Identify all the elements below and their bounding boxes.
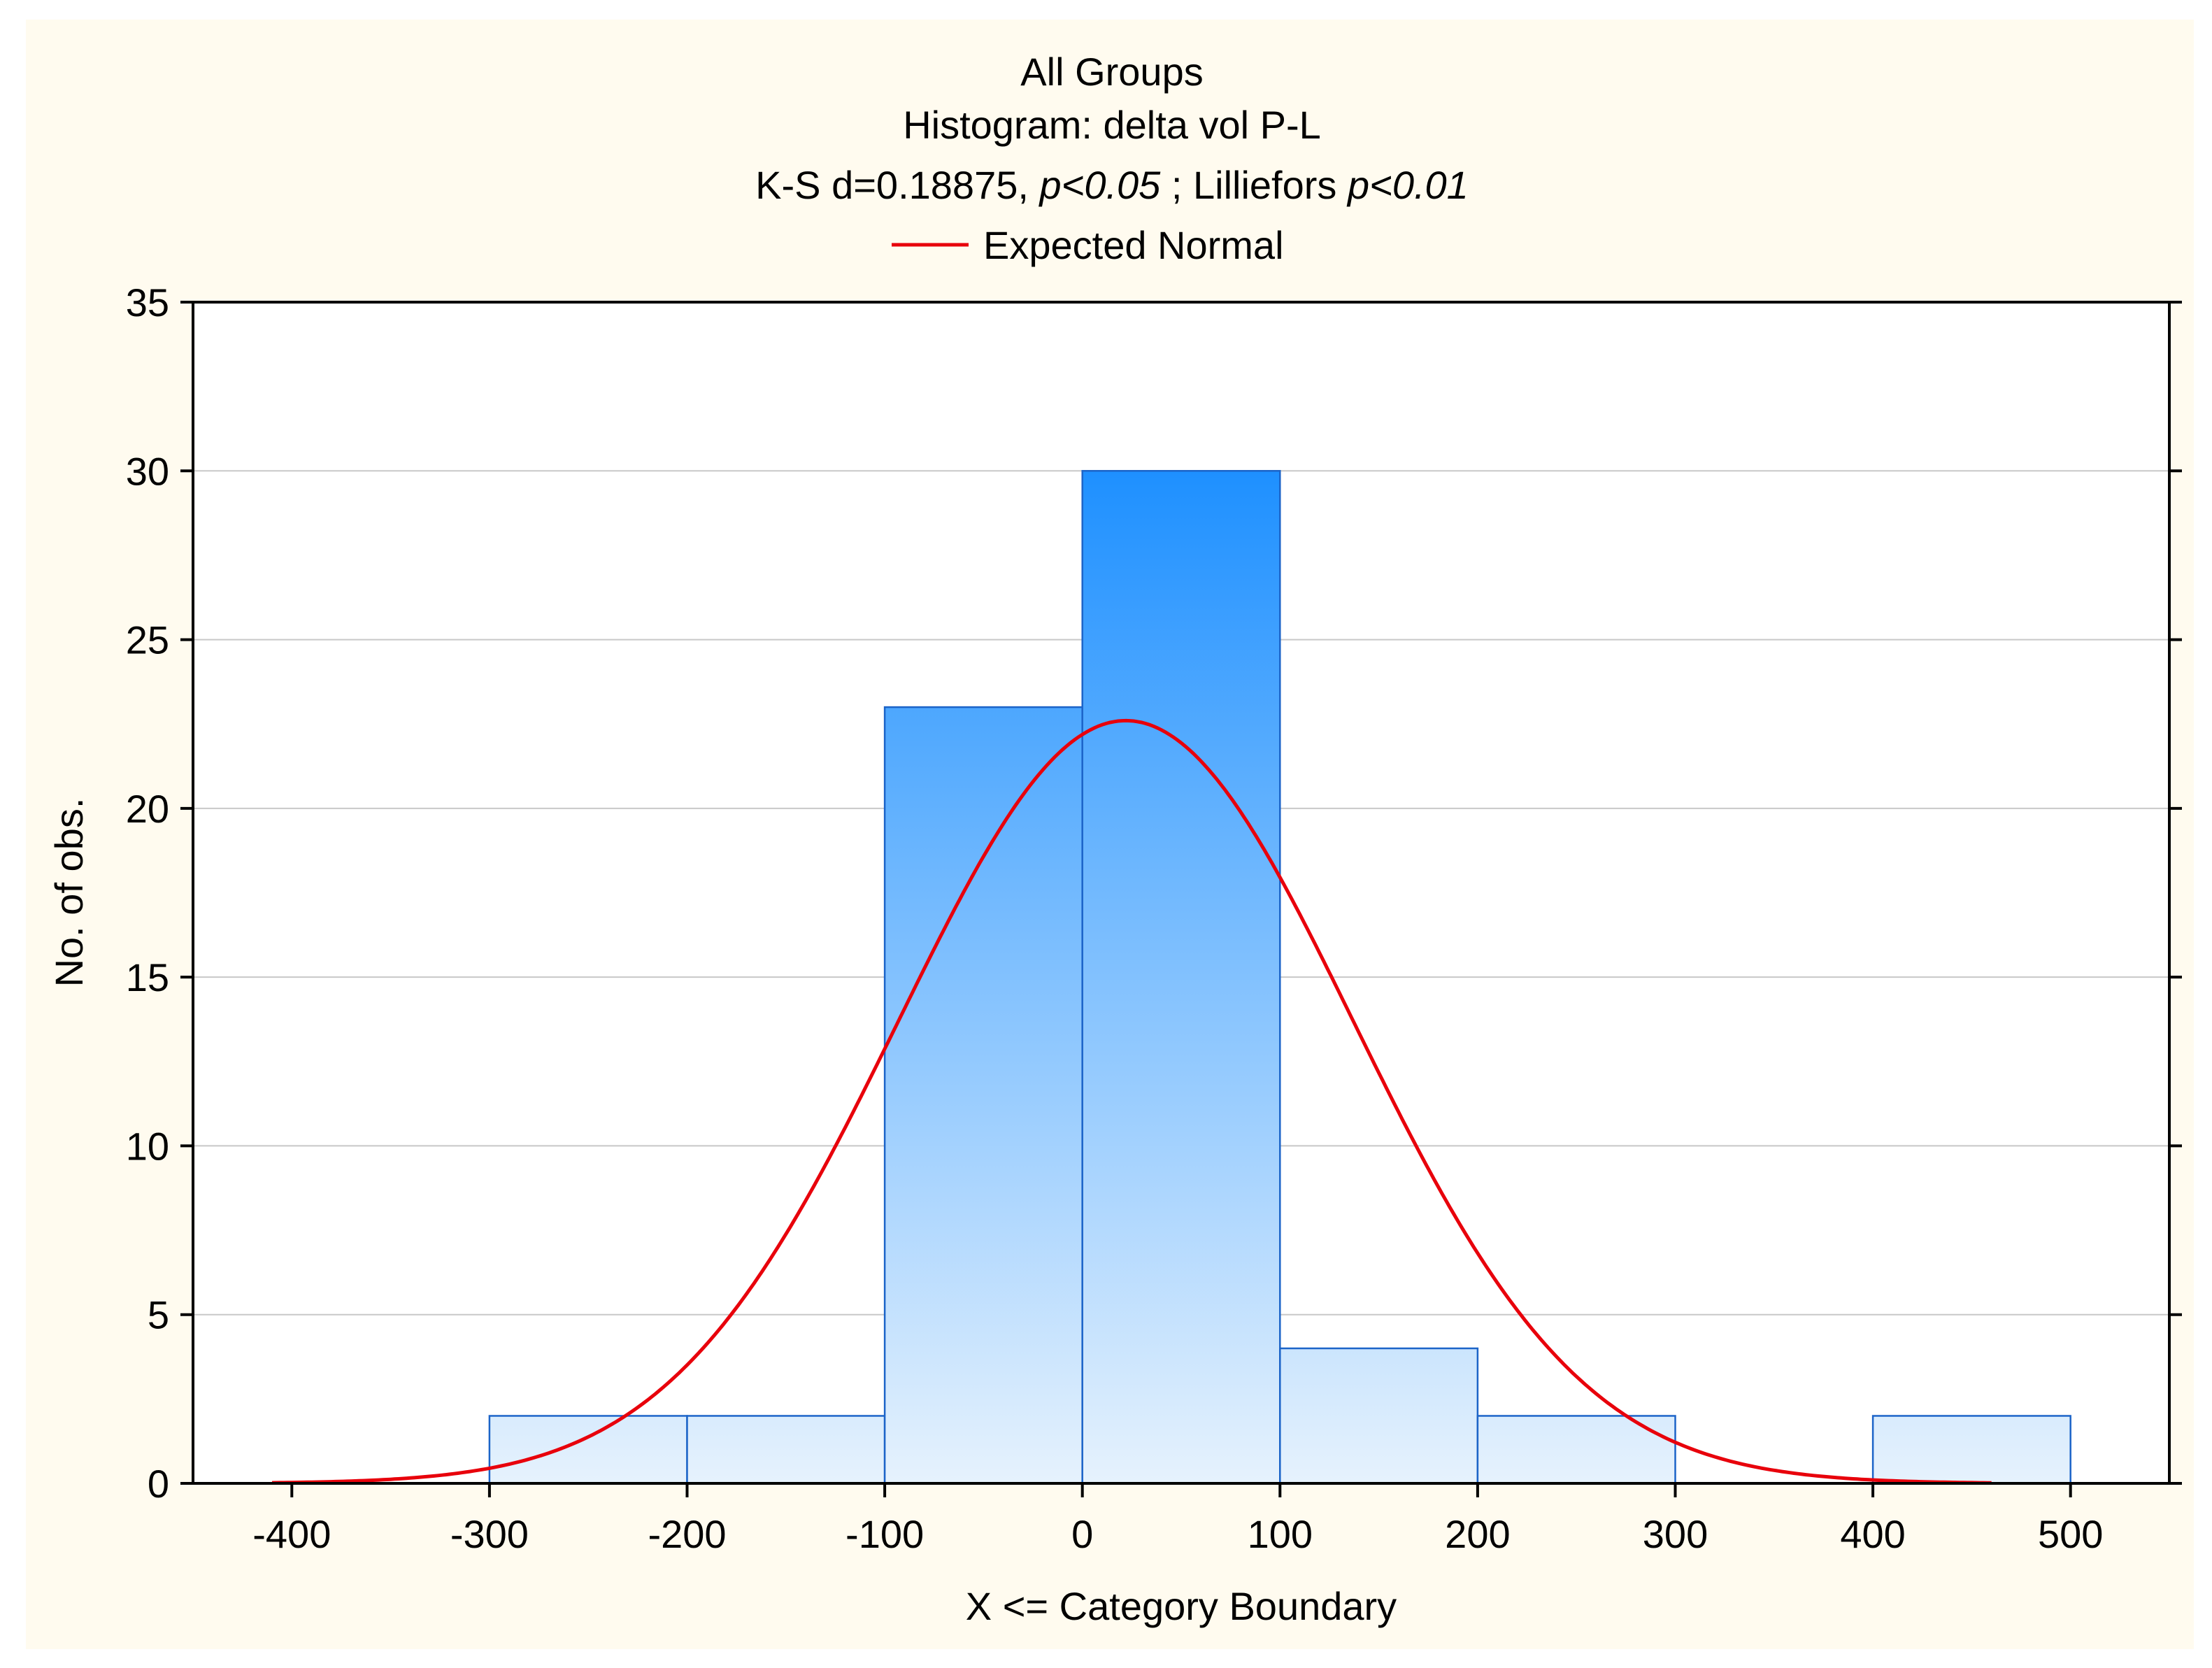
- x-axis-label: X <= Category Boundary: [966, 1584, 1397, 1628]
- histogram-bar: [686, 1415, 886, 1485]
- chart-title: All Groups Histogram: delta vol P-L K-S …: [755, 50, 1469, 207]
- y-tick-label: 35: [126, 280, 169, 325]
- x-tick-label: 200: [1445, 1512, 1510, 1556]
- title-line-1: All Groups: [1020, 50, 1203, 94]
- histogram-bar: [1081, 470, 1281, 1485]
- y-axis-label: No. of obs.: [47, 798, 91, 988]
- y-tick-label: 20: [126, 787, 169, 831]
- histogram-bar: [883, 706, 1083, 1485]
- legend: Expected Normal: [892, 223, 1284, 267]
- plot-frame: [192, 301, 2171, 1485]
- y-tick-label: 5: [148, 1293, 169, 1337]
- lilliefors-label: ; Lilliefors: [1160, 163, 1348, 207]
- axis-ticks: 0 5 10 15 20 25 30 35 -400 -300 -200 -100 0 100 200 300…: [126, 280, 2182, 1556]
- x-tick-label: -400: [252, 1512, 331, 1556]
- legend-label: Expected Normal: [983, 223, 1284, 267]
- x-tick-label: 300: [1643, 1512, 1708, 1556]
- y-tick-label: 25: [126, 618, 169, 662]
- histogram-bar: [488, 1415, 688, 1485]
- expected-normal-curve: [271, 718, 1992, 1485]
- x-tick-label: -100: [845, 1512, 924, 1556]
- y-tick-label: 0: [148, 1462, 169, 1506]
- ks-p-value: p<0.05: [1038, 163, 1161, 207]
- stats-line: K-S d=0.18875, p<0.05 ; Lilliefors p<0.0…: [755, 163, 1469, 207]
- histogram-bar: [1279, 1347, 1479, 1485]
- ks-stat: K-S d=0.18875,: [755, 163, 1039, 207]
- x-tick-label: 100: [1248, 1512, 1313, 1556]
- bars: [488, 470, 2071, 1485]
- histogram-bar: [1871, 1415, 2071, 1485]
- x-tick-label: -200: [648, 1512, 726, 1556]
- x-tick-label: -300: [450, 1512, 529, 1556]
- x-tick-label: 0: [1071, 1512, 1093, 1556]
- title-line-2: Histogram: delta vol P-L: [903, 103, 1321, 147]
- lilliefors-p-value: p<0.01: [1346, 163, 1469, 207]
- y-tick-label: 10: [126, 1124, 169, 1168]
- y-tick-label: 30: [126, 449, 169, 493]
- x-tick-label: 400: [1840, 1512, 1905, 1556]
- y-tick-label: 15: [126, 955, 169, 999]
- x-tick-label: 500: [2038, 1512, 2103, 1556]
